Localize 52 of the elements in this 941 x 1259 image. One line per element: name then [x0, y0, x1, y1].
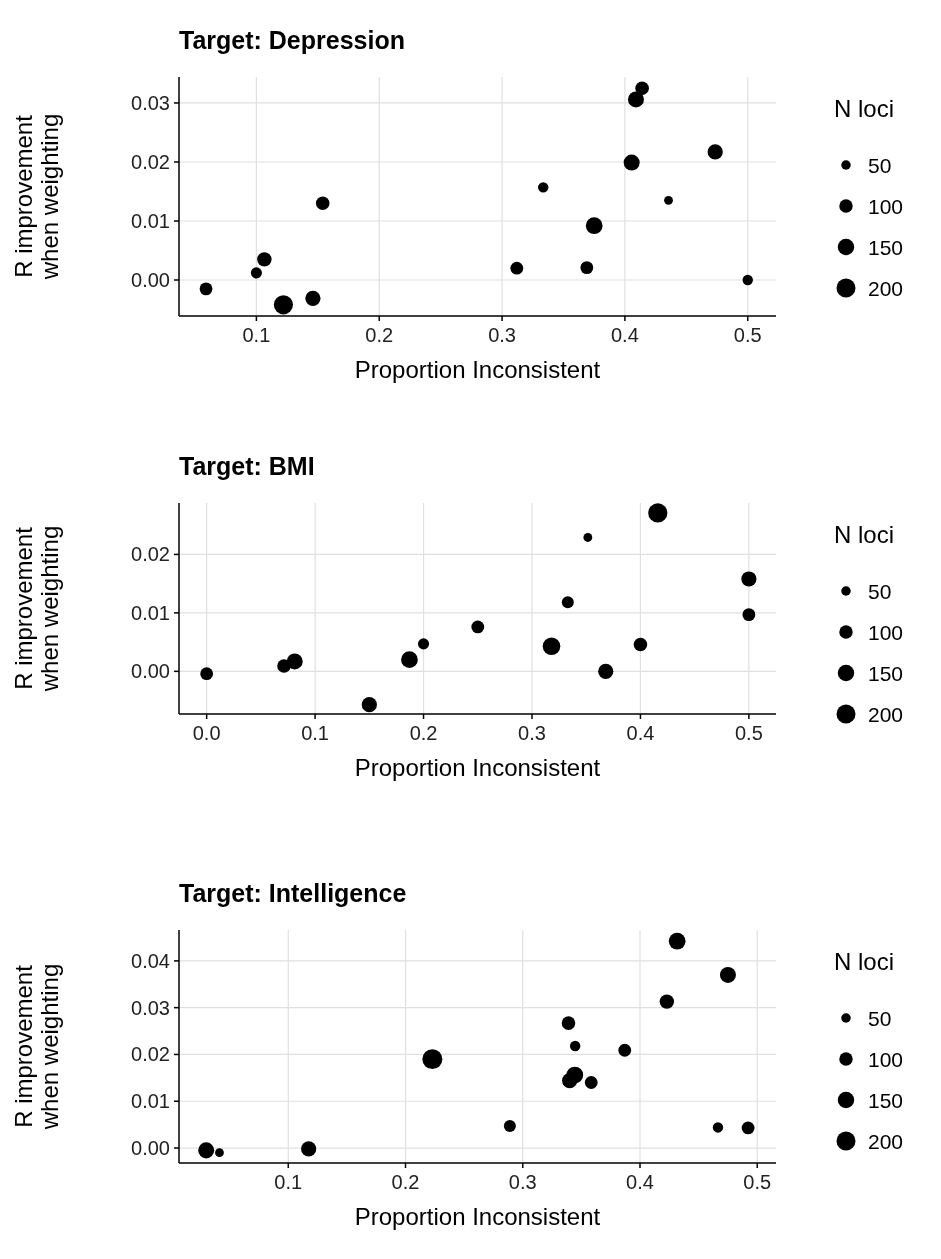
legend-label: 100 [868, 195, 904, 218]
x-axis-title: Proportion Inconsistent [354, 356, 601, 383]
y-axis-title: R improvement when weighting [10, 963, 63, 1131]
y-tick-label: 0.01 [131, 1090, 170, 1113]
y-axis-title: R improvement when weighting [10, 525, 63, 693]
x-tick-label: 0.4 [626, 1171, 654, 1193]
legend-label: 200 [868, 277, 904, 300]
x-axis-title: Proportion Inconsistent [354, 754, 601, 781]
legend-label: 200 [868, 1130, 904, 1153]
x-tick-label: 0.0 [192, 722, 221, 744]
x-tick-label: 0.2 [409, 722, 438, 744]
legend-title: N loci [834, 521, 895, 548]
y-tick-label: 0.00 [131, 1137, 170, 1160]
x-tick-label: 0.2 [391, 1171, 420, 1193]
chart-title: Target: Intelligence [179, 879, 407, 907]
x-tick-label: 0.3 [508, 1171, 537, 1193]
y-tick-label: 0.04 [131, 949, 170, 972]
x-tick-label: 0.3 [488, 324, 516, 346]
x-tick-label: 0.3 [518, 722, 546, 744]
y-tick-label: 0.01 [131, 209, 170, 232]
x-tick-label: 0.1 [242, 324, 271, 346]
chart-title: Target: BMI [179, 452, 315, 480]
y-tick-label: 0.03 [131, 91, 170, 114]
x-tick-label: 0.1 [274, 1171, 303, 1193]
x-tick-label: 0.5 [743, 1171, 772, 1193]
legend-title: N loci [834, 948, 895, 975]
x-tick-label: 0.2 [365, 324, 394, 346]
y-tick-label: 0.00 [131, 269, 170, 291]
legend-label: 100 [868, 621, 904, 644]
y-tick-label: 0.02 [131, 543, 170, 566]
chart-title: Target: Depression [179, 26, 405, 54]
legend-label: 50 [868, 154, 892, 177]
legend-label: 50 [868, 580, 892, 603]
x-tick-label: 0.4 [626, 722, 655, 744]
legend-label: 150 [868, 662, 904, 685]
y-tick-label: 0.02 [131, 1043, 170, 1066]
x-tick-label: 0.1 [301, 722, 330, 744]
x-tick-label: 0.5 [734, 722, 763, 744]
y-tick-label: 0.03 [131, 996, 170, 1019]
y-tick-label: 0.00 [131, 660, 170, 683]
legend-label: 150 [868, 236, 904, 259]
y-tick-label: 0.01 [131, 601, 170, 624]
x-tick-label: 0.5 [733, 324, 762, 346]
legend-title: N loci [834, 95, 895, 122]
legend-label: 150 [868, 1089, 904, 1112]
legend-label: 100 [868, 1048, 904, 1071]
legend-label: 50 [868, 1007, 892, 1030]
x-axis-title: Proportion Inconsistent [354, 1203, 601, 1230]
y-tick-label: 0.02 [131, 150, 170, 173]
y-axis-title: R improvement when weighting [10, 113, 63, 281]
legend-label: 200 [868, 703, 904, 726]
x-tick-label: 0.4 [611, 324, 639, 346]
